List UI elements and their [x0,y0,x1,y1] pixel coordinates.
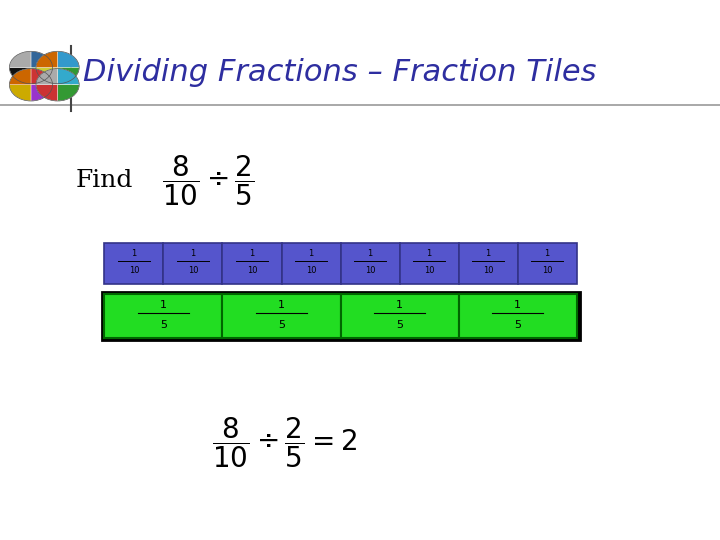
Text: 1: 1 [544,249,550,258]
Text: 1: 1 [396,300,403,310]
Bar [341,294,459,338]
Bar [104,243,163,284]
Text: 1: 1 [485,249,491,258]
Text: 10: 10 [188,266,198,275]
Bar [341,243,400,284]
Text: 10: 10 [129,266,139,275]
Bar [518,243,577,284]
Text: 1: 1 [249,249,255,258]
Bar [459,243,518,284]
Text: $\dfrac{8}{10} \div \dfrac{2}{5}$: $\dfrac{8}{10} \div \dfrac{2}{5}$ [162,153,254,208]
Text: 10: 10 [483,266,493,275]
Bar [282,243,341,284]
Text: 1: 1 [278,300,285,310]
Wedge shape [36,68,58,84]
Wedge shape [31,69,53,85]
Text: 5: 5 [396,320,403,330]
Text: 10: 10 [306,266,316,275]
Bar [102,292,580,340]
Text: 1: 1 [131,249,137,258]
Text: 10: 10 [365,266,375,275]
Text: 5: 5 [278,320,285,330]
Text: 5: 5 [160,320,167,330]
Wedge shape [9,69,31,85]
Bar [459,294,577,338]
Text: 10: 10 [542,266,552,275]
Wedge shape [9,85,31,101]
Text: 10: 10 [424,266,434,275]
Bar [222,294,341,338]
Bar [400,243,459,284]
Text: 1: 1 [190,249,196,258]
Text: 5: 5 [514,320,521,330]
Text: 10: 10 [247,266,257,275]
Wedge shape [31,85,53,101]
Wedge shape [36,51,58,68]
Wedge shape [58,68,79,84]
Wedge shape [9,51,31,68]
Bar [222,243,282,284]
Text: Dividing Fractions – Fraction Tiles: Dividing Fractions – Fraction Tiles [83,58,596,87]
Wedge shape [9,68,31,84]
Text: 1: 1 [514,300,521,310]
Text: 1: 1 [426,249,432,258]
Text: 1: 1 [308,249,314,258]
Wedge shape [31,51,53,68]
Wedge shape [31,68,53,84]
Wedge shape [58,69,79,85]
Text: $\dfrac{8}{10} \div \dfrac{2}{5} = 2$: $\dfrac{8}{10} \div \dfrac{2}{5} = 2$ [212,415,357,470]
Bar [163,243,222,284]
Text: 1: 1 [367,249,373,258]
Wedge shape [58,85,79,101]
Wedge shape [36,69,58,85]
Text: Find: Find [76,170,133,192]
Text: 1: 1 [160,300,167,310]
Bar [104,294,222,338]
Wedge shape [36,85,58,101]
Wedge shape [58,51,79,68]
